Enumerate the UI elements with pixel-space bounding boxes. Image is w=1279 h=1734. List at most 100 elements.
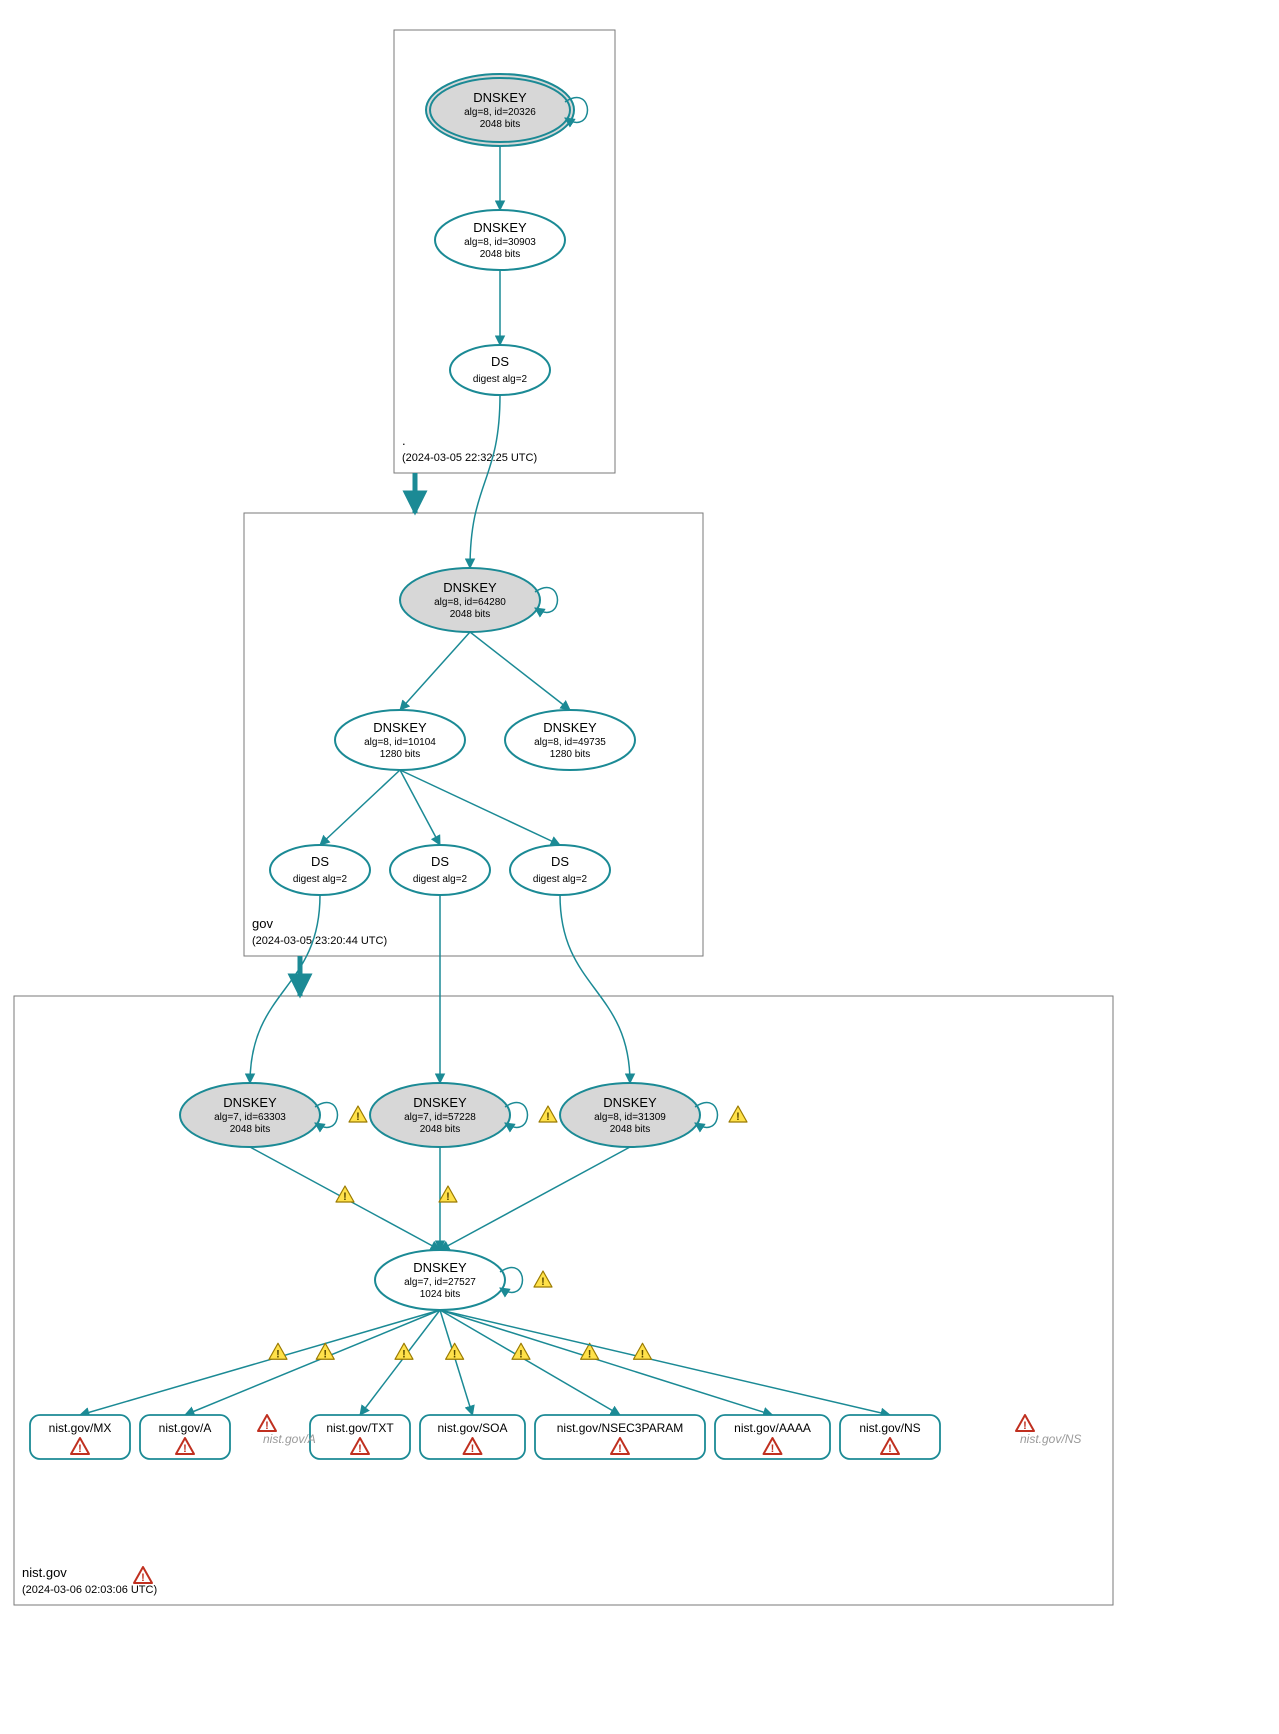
svg-text:!: ! [588,1348,592,1360]
svg-text:DS: DS [491,354,509,369]
edge [320,770,400,845]
svg-text:gov: gov [252,916,273,931]
svg-text:nist.gov/NSEC3PARAM: nist.gov/NSEC3PARAM [557,1421,684,1435]
edge [440,1310,773,1415]
warning-icon: ! [729,1106,747,1123]
svg-text:nist.gov/AAAA: nist.gov/AAAA [734,1421,811,1435]
svg-text:nist.gov/MX: nist.gov/MX [49,1421,112,1435]
svg-text:1280 bits: 1280 bits [380,749,421,760]
svg-text:DS: DS [551,854,569,869]
svg-text:1024 bits: 1024 bits [420,1289,461,1300]
svg-text:1280 bits: 1280 bits [550,749,591,760]
node-gov_ds2: DSdigest alg=2 [390,845,490,895]
svg-text:!: ! [402,1348,406,1360]
svg-text:2048 bits: 2048 bits [230,1124,271,1135]
edge [400,770,560,845]
svg-text:alg=8, id=10104: alg=8, id=10104 [364,737,436,748]
rr-rr_ns: nist.gov/NS! [840,1415,940,1459]
svg-text:.: . [402,433,406,448]
warning-icon: ! [634,1343,652,1360]
warning-icon: ! [395,1343,413,1360]
svg-text:(2024-03-06 02:03:06 UTC): (2024-03-06 02:03:06 UTC) [22,1584,157,1596]
node-gov_ds1: DS digest alg=2 [270,845,370,895]
svg-text:!: ! [641,1348,645,1360]
node-gov_zsk2: DNSKEYalg=8, id=497351280 bits [505,710,635,770]
edge [440,1147,630,1250]
node-nist_k3: DNSKEY alg=8, id=313092048 bits! [560,1083,747,1147]
svg-text:digest alg=2: digest alg=2 [293,874,348,885]
edge [440,1310,890,1415]
warning-icon: ! [446,1343,464,1360]
edge [560,895,630,1083]
svg-text:DNSKEY: DNSKEY [473,90,527,105]
rr-rr_txt: nist.gov/TXT! [310,1415,410,1459]
rr-rr_n3p: nist.gov/NSEC3PARAM! [535,1415,705,1459]
svg-text:!: ! [343,1191,347,1203]
svg-text:nist.gov/NS: nist.gov/NS [1020,1432,1081,1446]
warning-icon: ! [439,1186,457,1203]
warning-icon: ! [269,1343,287,1360]
edge [400,632,470,710]
svg-text:DNSKEY: DNSKEY [473,220,527,235]
warning-icon: ! [349,1106,367,1123]
svg-text:DS: DS [431,854,449,869]
edge [470,632,570,710]
node-root_zsk: DNSKEY alg=8, id=309032048 bits [435,210,565,270]
svg-text:digest alg=2: digest alg=2 [473,374,528,385]
svg-text:!: ! [541,1276,545,1288]
svg-text:DNSKEY: DNSKEY [443,580,497,595]
svg-text:nist.gov/A: nist.gov/A [159,1421,212,1435]
svg-text:!: ! [453,1348,457,1360]
error-icon: ! [258,1415,276,1432]
svg-text:(2024-03-05 22:32:25 UTC): (2024-03-05 22:32:25 UTC) [402,452,537,464]
node-gov_ksk: DNSKEYalg=8, id=642802048 bits [400,568,558,632]
rr-rr_mx: nist.gov/MX! [30,1415,130,1459]
svg-text:!: ! [446,1191,450,1203]
node-root_ksk: DNSKEY alg=8, id=203262048 bits [426,74,588,146]
svg-text:!: ! [736,1111,740,1123]
svg-text:DS: DS [311,854,329,869]
edge [470,395,500,568]
svg-text:!: ! [358,1443,362,1455]
svg-text:!: ! [1023,1420,1027,1432]
svg-text:nist.gov/A: nist.gov/A [263,1432,316,1446]
svg-text:!: ! [183,1443,187,1455]
svg-text:nist.gov/SOA: nist.gov/SOA [437,1421,507,1435]
svg-text:alg=8, id=31309: alg=8, id=31309 [594,1112,666,1123]
edge [80,1310,440,1415]
svg-text:!: ! [546,1111,550,1123]
svg-text:2048 bits: 2048 bits [610,1124,651,1135]
svg-text:nist.gov/TXT: nist.gov/TXT [326,1421,394,1435]
node-nist_k2: DNSKEYalg=7, id=572282048 bits! [370,1083,557,1147]
node-gov_zsk1: DNSKEY alg=8, id=101041280 bits [335,710,465,770]
svg-text:alg=8, id=20326: alg=8, id=20326 [464,107,536,118]
svg-text:alg=8, id=49735: alg=8, id=49735 [534,737,606,748]
svg-text:alg=8, id=30903: alg=8, id=30903 [464,237,536,248]
rr-rr_soa: nist.gov/SOA! [420,1415,525,1459]
node-nist_zsk: DNSKEY alg=7, id=275271024 bits! [375,1250,552,1310]
edge [400,770,440,845]
svg-text:DNSKEY: DNSKEY [413,1260,467,1275]
svg-text:DNSKEY: DNSKEY [413,1095,467,1110]
svg-text:alg=8, id=64280: alg=8, id=64280 [434,597,506,608]
zone-nist: nist.gov (2024-03-06 02:03:06 UTC)! [14,996,1113,1605]
warning-icon: ! [539,1106,557,1123]
svg-text:DNSKEY: DNSKEY [373,720,427,735]
svg-text:alg=7, id=27527: alg=7, id=27527 [404,1277,476,1288]
svg-text:!: ! [618,1443,622,1455]
node-nist_k1: DNSKEYalg=7, id=633032048 bits! [180,1083,367,1147]
error-icon: ! [1016,1415,1034,1432]
warning-icon: ! [512,1343,530,1360]
error-icon: ! [134,1567,152,1584]
svg-text:2048 bits: 2048 bits [420,1124,461,1135]
svg-text:nist.gov: nist.gov [22,1565,67,1580]
svg-text:DNSKEY: DNSKEY [603,1095,657,1110]
node-gov_ds3: DSdigest alg=2 [510,845,610,895]
rr-rr_aaaa: nist.gov/AAAA! [715,1415,830,1459]
svg-text:2048 bits: 2048 bits [480,119,521,130]
edge [185,1310,440,1415]
svg-text:2048 bits: 2048 bits [480,249,521,260]
svg-text:!: ! [771,1443,775,1455]
svg-text:nist.gov/NS: nist.gov/NS [859,1421,920,1435]
svg-text:!: ! [141,1572,145,1584]
